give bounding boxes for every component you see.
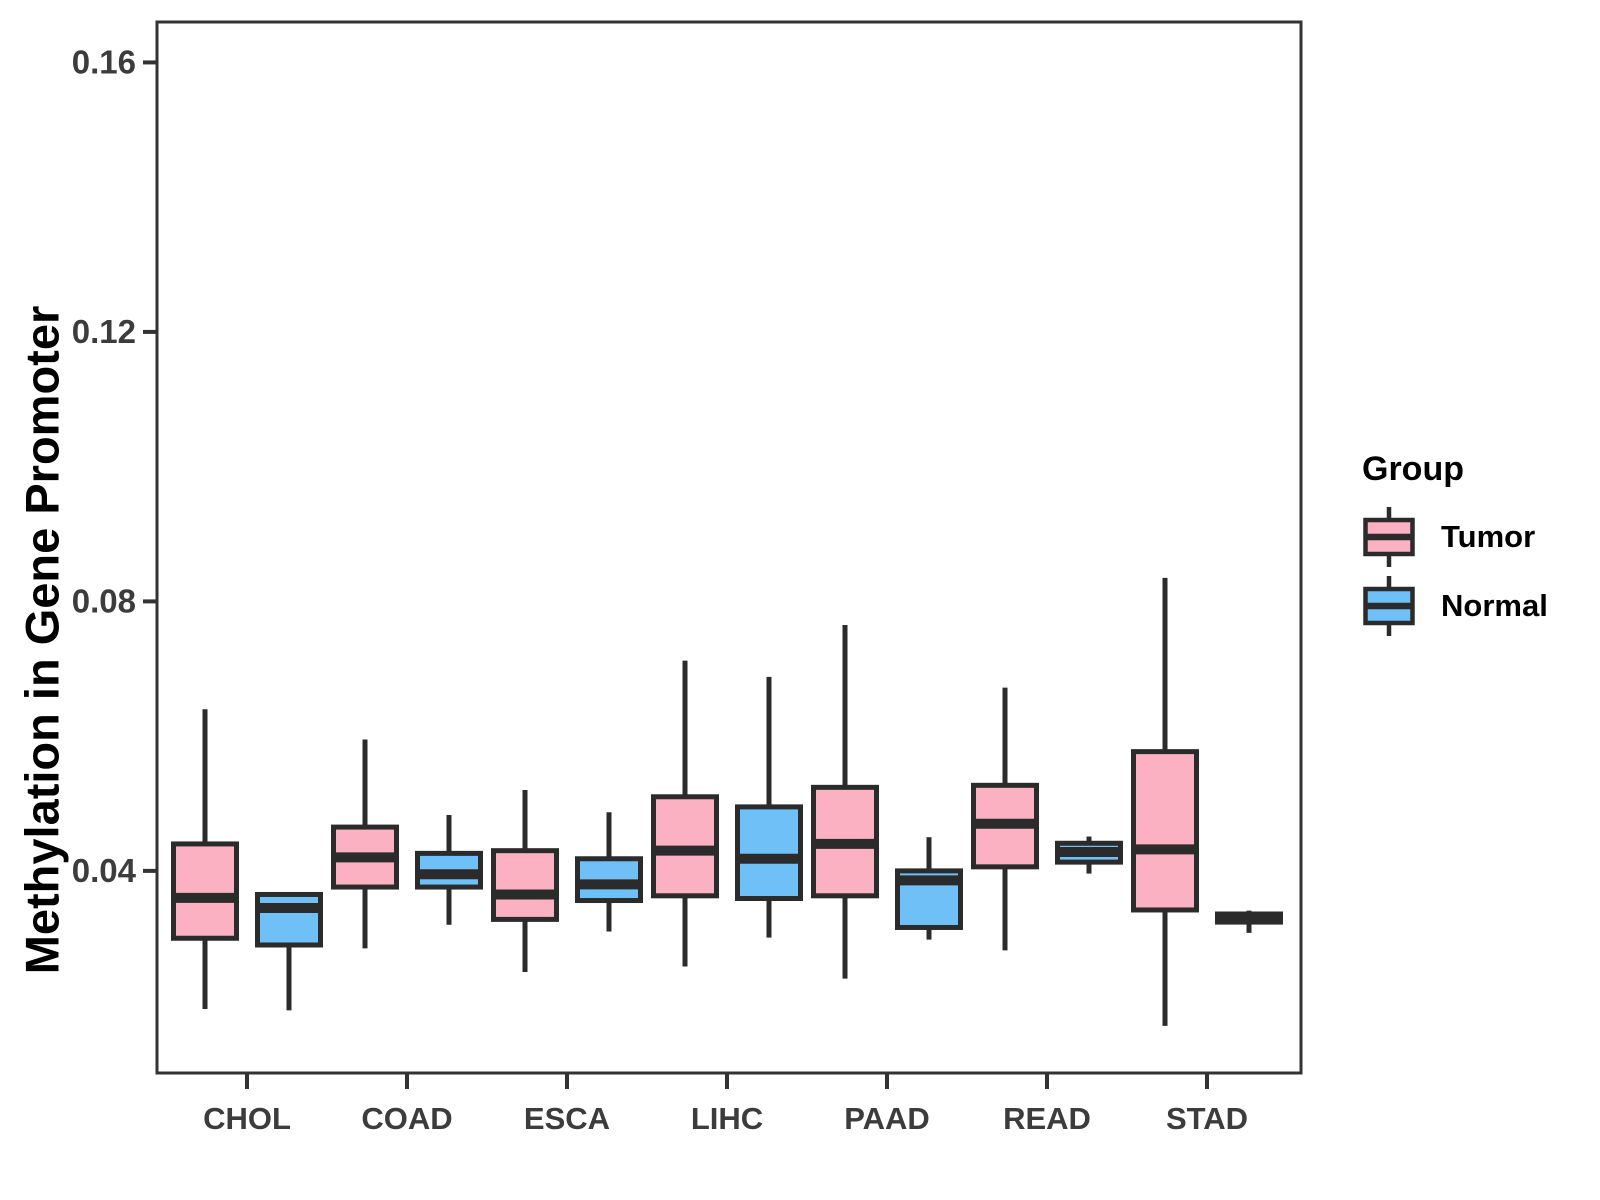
box-ESCA-Tumor: [491, 848, 559, 922]
box-CHOL-Normal: [255, 891, 323, 948]
y-tick-label-0.08: 0.08: [72, 582, 136, 619]
x-tick-label-LIHC: LIHC: [691, 1101, 763, 1136]
x-tick-label-CHOL: CHOL: [203, 1101, 291, 1136]
x-tick-label-PAAD: PAAD: [844, 1101, 930, 1136]
legend-item-tumor: Tumor: [1362, 504, 1548, 570]
x-tick-label-ESCA: ESCA: [524, 1101, 610, 1136]
legend-item-normal: Normal: [1362, 573, 1548, 639]
legend-label-normal: Normal: [1441, 588, 1548, 623]
legend: Group Tumor Normal: [1362, 452, 1548, 639]
panel-border: [155, 20, 1303, 1075]
box-STAD-Tumor: [1131, 749, 1199, 913]
y-tick-label-0.12: 0.12: [72, 313, 136, 350]
y-tick-label-0.16: 0.16: [72, 43, 136, 80]
y-axis-title: Methylation in Gene Promoter: [15, 305, 69, 975]
x-tick-label-READ: READ: [1003, 1101, 1091, 1136]
normal-boxplot-glyph-icon: [1363, 576, 1415, 636]
x-tick-label-STAD: STAD: [1166, 1101, 1248, 1136]
box-CHOL-Tumor: [171, 841, 239, 941]
legend-title: Group: [1362, 450, 1464, 488]
box-LIHC-Normal: [735, 804, 803, 902]
y-tick-label-0.04: 0.04: [72, 852, 137, 889]
x-tick-label-COAD: COAD: [361, 1101, 452, 1136]
tumor-boxplot-glyph-icon: [1363, 507, 1415, 567]
legend-label-tumor: Tumor: [1441, 519, 1536, 554]
